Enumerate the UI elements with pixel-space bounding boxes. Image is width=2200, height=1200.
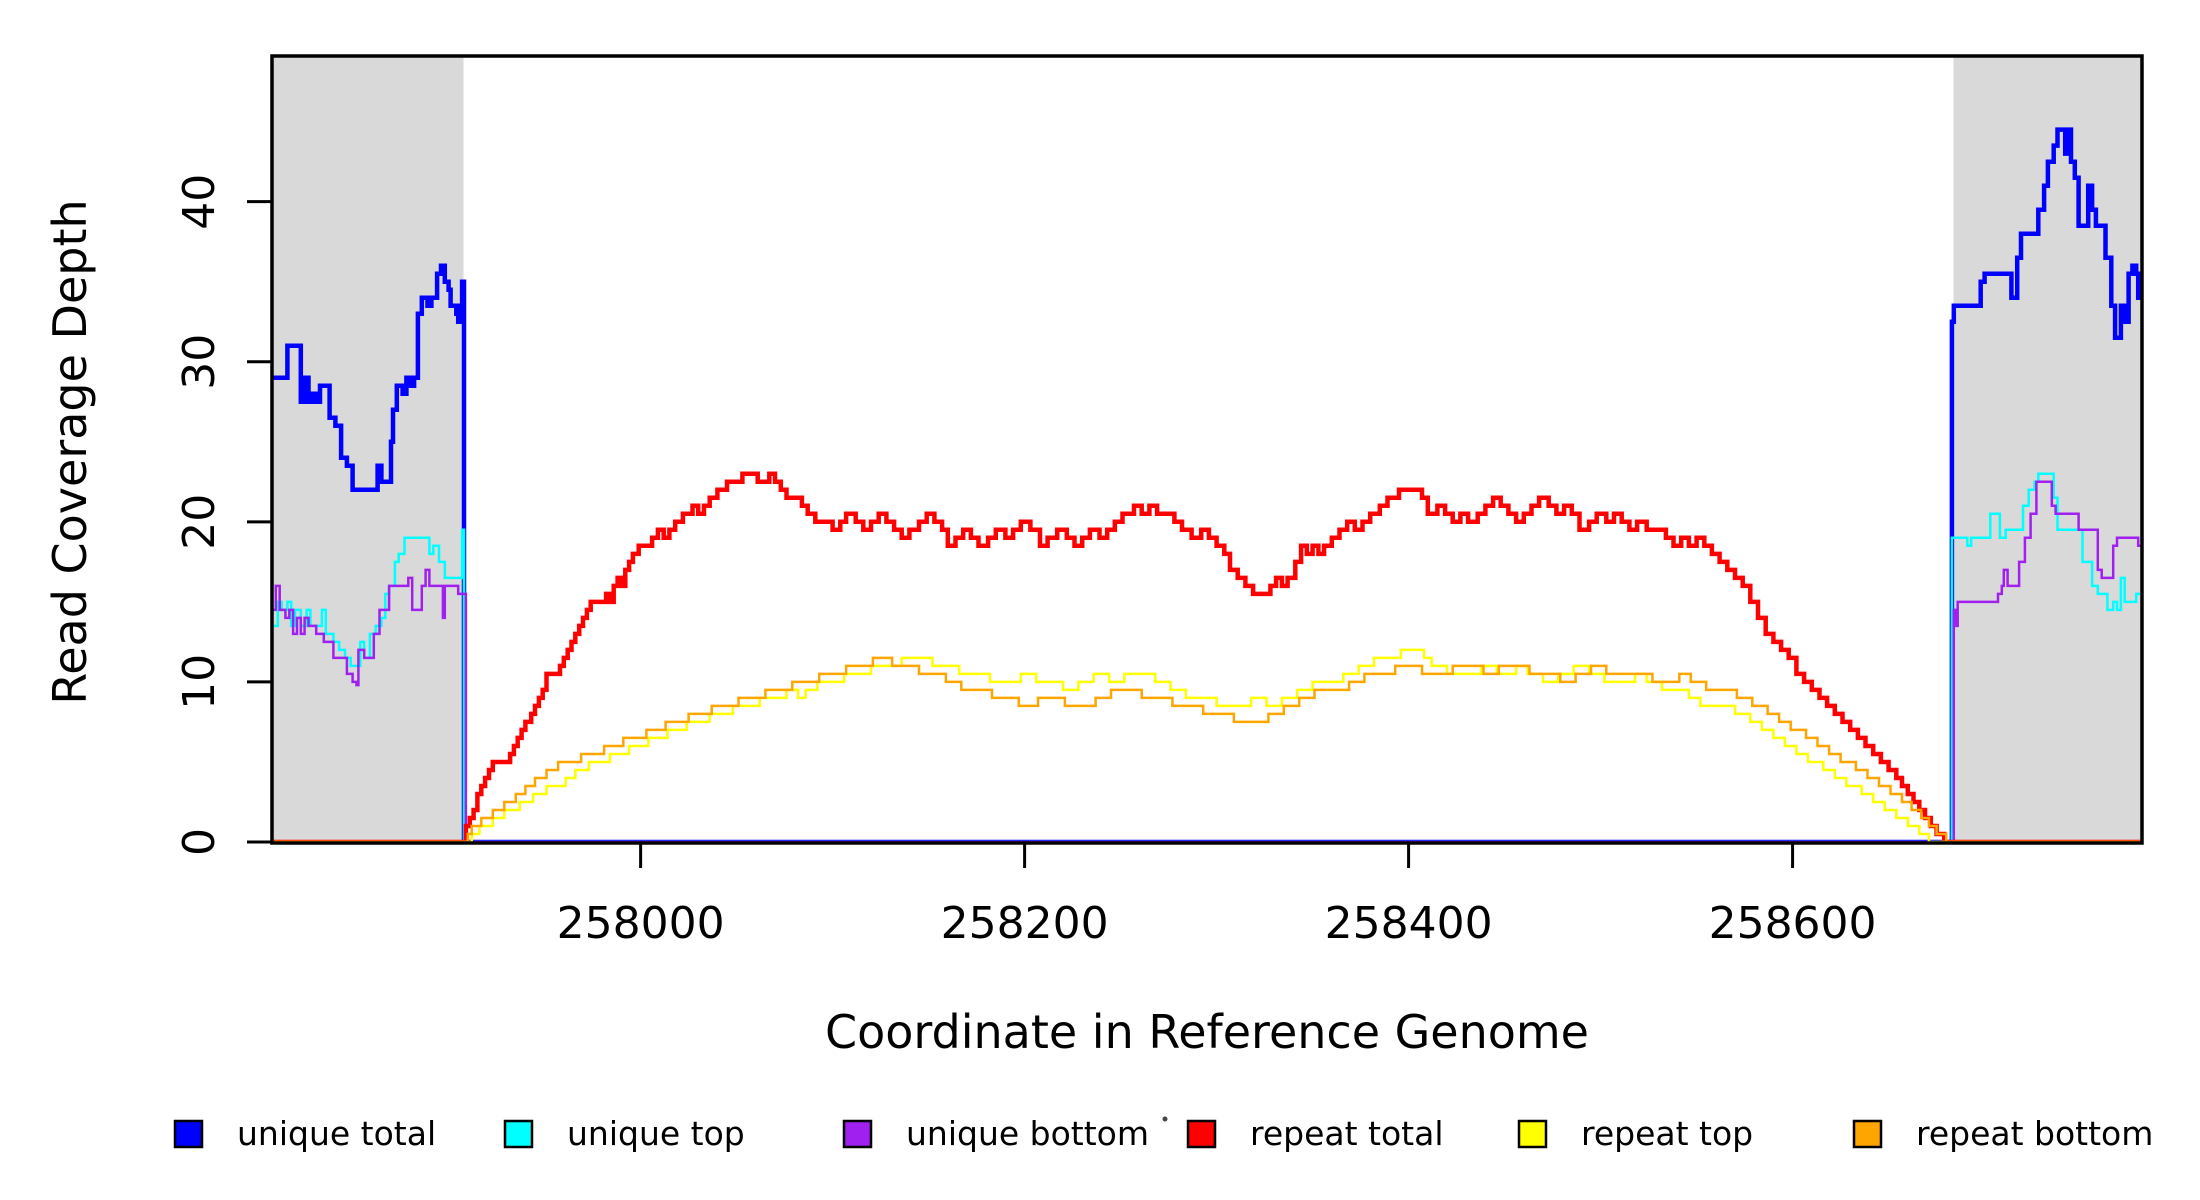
stray-dot-artifact [1162,1116,1168,1122]
legend-item-label: unique bottom [906,1114,1149,1153]
x-axis: 258000 258200 258400 258600 [557,843,1877,949]
series-unique-top [272,472,2142,844]
legend-item-repeat-bottom: repeat bottom [1852,1114,2153,1153]
series-repeat-top [272,648,2142,844]
coverage-series-lines [272,127,2142,845]
x-tick-label: 258200 [941,898,1109,949]
y-tick-label: 30 [174,334,225,390]
shaded-region-unique-left [273,57,464,842]
legend-item-repeat-top: repeat top [1517,1114,1753,1153]
series-repeat-total [272,471,2142,845]
legend-item-unique-top: unique top [503,1114,745,1153]
y-tick-label: 0 [174,828,225,856]
legend-swatch-icon [1852,1119,1883,1149]
legend-swatch-icon [842,1119,873,1149]
y-tick-label: 40 [174,174,225,230]
legend-swatch-icon [503,1119,534,1149]
legend-swatch-icon [173,1119,204,1149]
legend-item-label: unique top [567,1114,745,1153]
legend-item-label: repeat total [1250,1114,1444,1153]
series-repeat-bottom [272,656,2142,844]
x-tick-label: 258400 [1325,898,1493,949]
legend-swatch-icon [1517,1119,1548,1149]
legend-item-label: repeat bottom [1916,1114,2153,1153]
y-tick-label: 10 [174,654,225,710]
legend-item-unique-total: unique total [173,1114,436,1153]
y-axis-title: Read Coverage Depth [43,199,97,704]
plot-border-box [270,54,2144,845]
shaded-region-unique-right [1953,57,2142,842]
x-tick-label: 258600 [1709,898,1877,949]
x-axis-title: Coordinate in Reference Genome [825,1005,1589,1059]
series-unique-total [272,127,2142,845]
series-unique-bottom [272,480,2142,844]
legend-item-label: repeat top [1581,1114,1753,1153]
legend-item-unique-bottom: unique bottom [842,1114,1149,1153]
legend: unique total unique top unique bottom repea… [173,1114,2153,1153]
legend-item-label: unique total [237,1114,436,1153]
legend-item-repeat-total: repeat total [1186,1114,1444,1153]
y-tick-label: 20 [174,494,225,550]
x-tick-label: 258000 [557,898,725,949]
legend-swatch-icon [1186,1119,1217,1149]
y-axis: 0 10 20 30 40 [174,174,271,856]
unique-region-shading [273,57,2142,842]
